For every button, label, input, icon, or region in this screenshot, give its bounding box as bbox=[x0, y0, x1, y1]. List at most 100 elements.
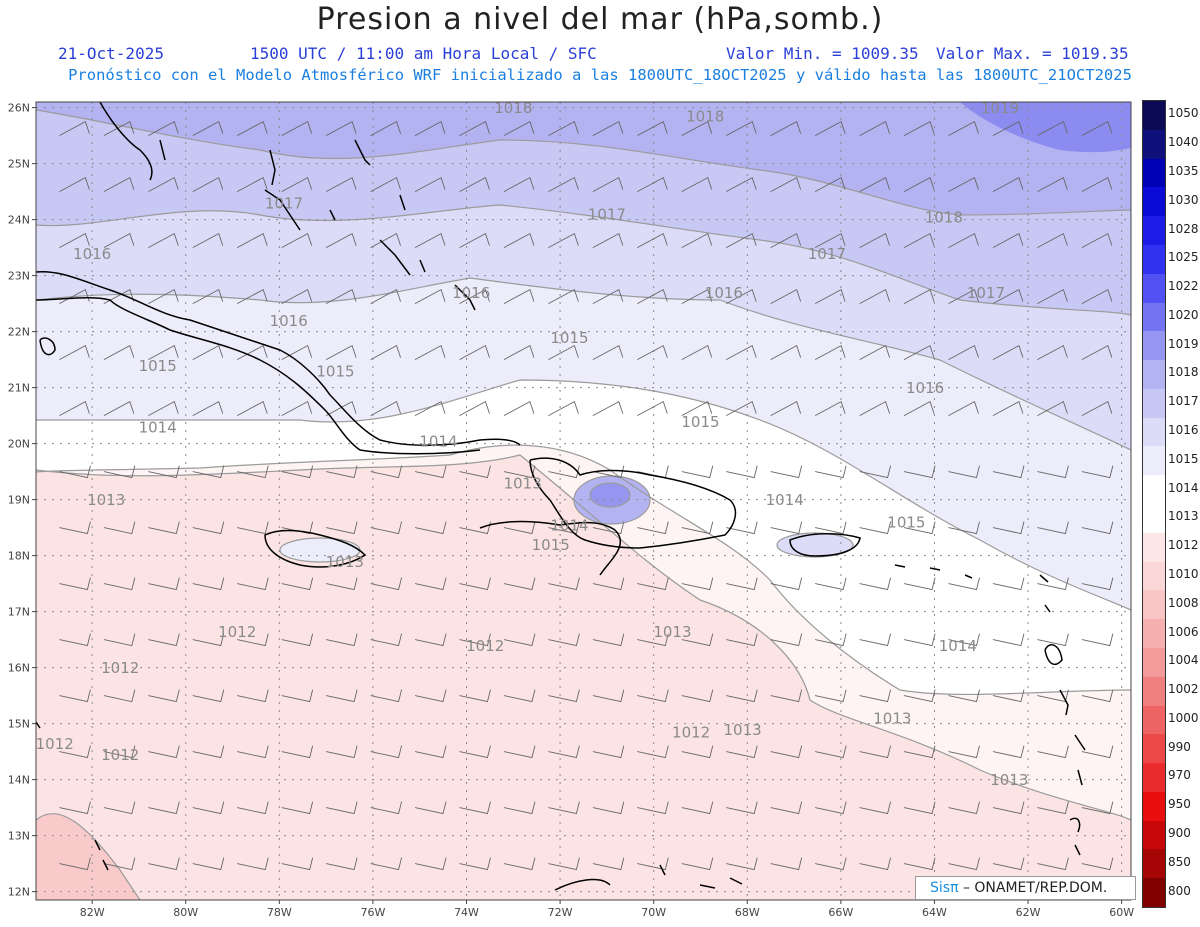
isobar-label: 1012 bbox=[101, 746, 139, 764]
wind-barb bbox=[326, 465, 358, 479]
lon-tick-label: 72W bbox=[548, 906, 573, 919]
legend-label: 1002 bbox=[1168, 682, 1199, 697]
credit-text: – ONAMET/REP.DOM. bbox=[962, 880, 1108, 896]
isobar-label: 1013 bbox=[504, 474, 542, 492]
wind-barb bbox=[503, 344, 535, 360]
wind-barb bbox=[859, 857, 892, 871]
isobar-label: 1016 bbox=[270, 312, 308, 330]
wind-barb bbox=[192, 801, 225, 815]
wind-barb bbox=[281, 577, 314, 591]
wind-barb bbox=[903, 857, 936, 871]
wind-barb bbox=[59, 521, 91, 535]
legend-swatch bbox=[1143, 504, 1165, 534]
wind-barb bbox=[903, 288, 935, 304]
wind-barb bbox=[815, 633, 847, 647]
cuba bbox=[35, 271, 521, 455]
legend-label: 1000 bbox=[1168, 710, 1199, 725]
wind-barb bbox=[948, 120, 979, 136]
wind-barb bbox=[281, 745, 314, 759]
wind-barb bbox=[770, 400, 802, 416]
legend-swatch bbox=[1143, 101, 1165, 131]
isobar-label: 1018 bbox=[925, 208, 963, 226]
legend-label: 1006 bbox=[1168, 624, 1199, 639]
wind-barb bbox=[770, 176, 802, 192]
wind-barb bbox=[414, 120, 446, 136]
lon-tick-label: 80W bbox=[173, 906, 198, 919]
wind-barb bbox=[370, 465, 403, 479]
wind-barb bbox=[103, 745, 136, 759]
bahamas bbox=[264, 139, 476, 311]
wind-barb bbox=[1081, 232, 1113, 248]
wind-barb bbox=[237, 633, 269, 647]
wind-barb bbox=[1081, 344, 1113, 360]
wind-barb bbox=[103, 176, 135, 192]
wind-barb bbox=[1037, 577, 1069, 591]
legend-label: 1016 bbox=[1168, 423, 1199, 438]
wind-barb bbox=[548, 633, 580, 647]
wind-barb bbox=[592, 689, 625, 703]
wind-barb bbox=[814, 344, 846, 360]
wind-barb bbox=[548, 465, 580, 479]
wind-barb bbox=[326, 857, 358, 871]
wind-barb bbox=[770, 745, 803, 759]
wind-barb bbox=[281, 344, 313, 360]
wind-barb bbox=[103, 521, 136, 535]
legend-swatch bbox=[1143, 820, 1165, 850]
wind-barb bbox=[503, 689, 536, 703]
wind-barb bbox=[681, 633, 714, 647]
wind-barb bbox=[237, 689, 269, 703]
isobar-label: 1013 bbox=[724, 721, 762, 739]
central-america bbox=[35, 721, 109, 871]
isobar-label: 1012 bbox=[101, 659, 139, 677]
wind-barb bbox=[503, 577, 536, 591]
wind-barb bbox=[548, 801, 580, 815]
wind-barb bbox=[414, 521, 447, 535]
wind-barb bbox=[281, 465, 314, 479]
wind-barb bbox=[992, 521, 1025, 535]
wind-barb bbox=[281, 857, 314, 871]
legend-label: 1008 bbox=[1168, 595, 1199, 610]
wind-barb bbox=[325, 288, 357, 304]
wind-barb bbox=[103, 857, 136, 871]
wind-barb bbox=[414, 577, 447, 591]
wind-barb bbox=[414, 801, 447, 815]
lon-tick-label: 78W bbox=[267, 906, 292, 919]
wind-barb bbox=[326, 801, 358, 815]
wind-barb bbox=[592, 176, 624, 192]
wind-barb bbox=[726, 288, 757, 304]
wind-barb bbox=[637, 689, 669, 703]
wind-barb bbox=[148, 521, 180, 535]
wind-barb bbox=[103, 232, 135, 248]
wind-barb bbox=[992, 344, 1024, 360]
wind-barb bbox=[148, 857, 180, 871]
wind-barb bbox=[726, 577, 758, 591]
wind-barb bbox=[992, 176, 1024, 192]
isobar-label: 1014 bbox=[139, 418, 177, 436]
wind-barb bbox=[1037, 120, 1068, 136]
wind-barb bbox=[859, 577, 892, 591]
legend-swatch bbox=[1143, 129, 1165, 160]
legend-label: 1050 bbox=[1168, 106, 1199, 121]
legend-swatch bbox=[1143, 647, 1165, 678]
wind-barb bbox=[148, 400, 179, 416]
lon-tick-label: 70W bbox=[641, 906, 666, 919]
wind-barb bbox=[459, 120, 490, 136]
wind-barb bbox=[192, 745, 225, 759]
wind-barb bbox=[237, 521, 269, 535]
wind-barb bbox=[859, 689, 892, 703]
wind-barb bbox=[1081, 120, 1113, 136]
wind-barb bbox=[148, 176, 179, 192]
legend-swatch bbox=[1143, 187, 1165, 217]
wind-barb bbox=[459, 400, 490, 416]
wind-barb bbox=[637, 857, 669, 871]
isobar-label: 1017 bbox=[265, 194, 303, 212]
wind-barbs bbox=[59, 120, 1114, 871]
wind-barb bbox=[681, 232, 713, 248]
wind-barb bbox=[59, 577, 91, 591]
wind-barb bbox=[1037, 801, 1069, 815]
isobar-label: 1013 bbox=[990, 771, 1028, 789]
wind-barb bbox=[992, 577, 1025, 591]
isobar-label: 1017 bbox=[588, 206, 626, 224]
isobar-label: 1016 bbox=[73, 245, 111, 263]
isobar-label: 1014 bbox=[419, 432, 457, 450]
